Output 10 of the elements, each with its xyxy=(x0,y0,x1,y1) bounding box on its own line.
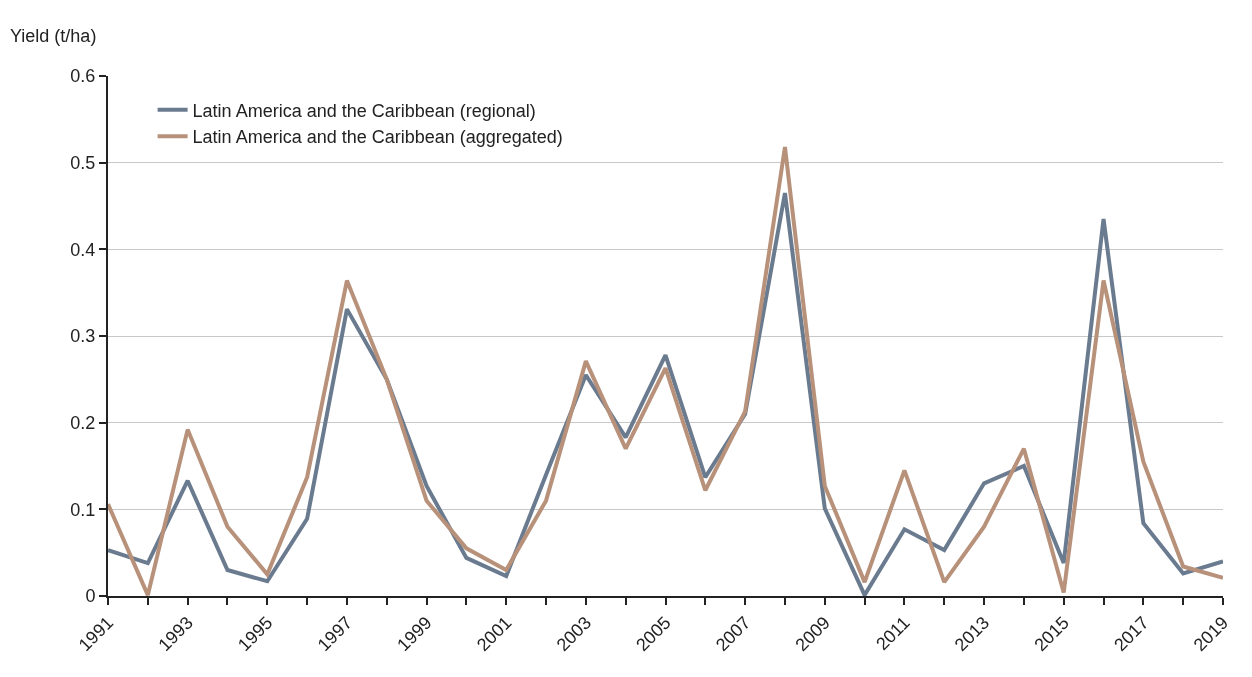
y-tick-label: 0.3 xyxy=(70,326,96,347)
legend-label: Latin America and the Caribbean (aggregated) xyxy=(192,127,563,148)
y-tick-label: 0 xyxy=(85,586,96,607)
y-tick-label: 0.1 xyxy=(70,499,96,520)
legend-label: Latin America and the Caribbean (regional) xyxy=(192,100,536,121)
y-tick-label: 0.4 xyxy=(70,239,96,260)
y-tick-label: 0.5 xyxy=(70,152,96,173)
y-axis-title: Yield (t/ha) xyxy=(10,26,97,46)
y-tick-label: 0.2 xyxy=(70,412,96,433)
y-tick-label: 0.6 xyxy=(70,66,96,87)
